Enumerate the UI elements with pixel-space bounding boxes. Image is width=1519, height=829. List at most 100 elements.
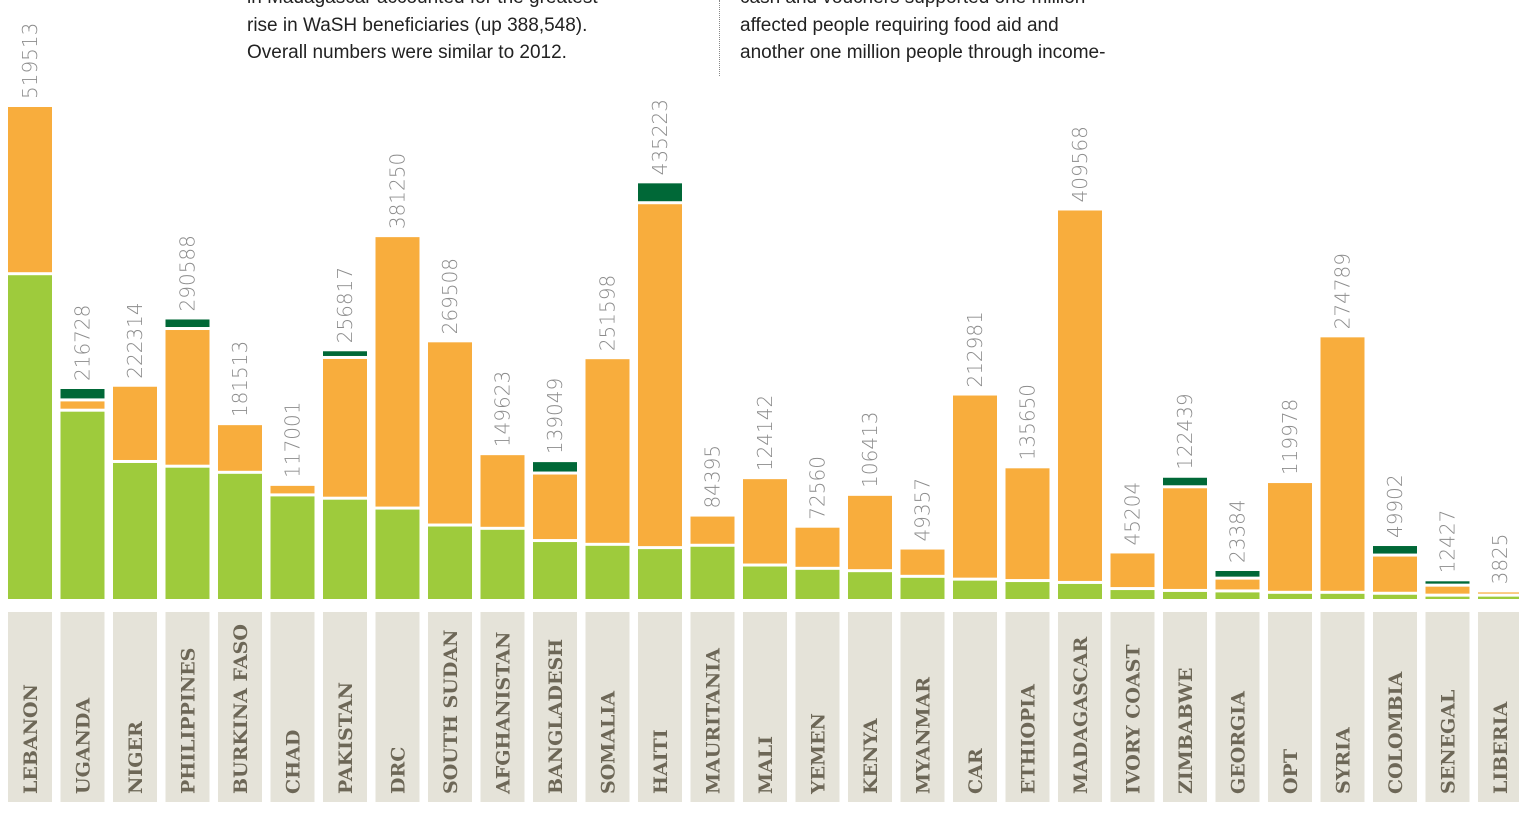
category-label: CHAD (283, 730, 305, 794)
category-label: MALI (755, 736, 777, 794)
category-label: CAR (965, 748, 987, 794)
category-label: ZIMBABWE (1175, 668, 1197, 794)
bar-value-label: 274789 (1331, 253, 1355, 329)
left-text-line: Overall numbers were similar to 2012. (247, 42, 567, 63)
bar-segment-orange (1058, 210, 1102, 581)
bar-value-label: 409568 (1068, 126, 1092, 202)
bar-segment-green (900, 577, 945, 599)
bar-segment-green (8, 275, 52, 599)
category-label: NIGER (125, 721, 147, 794)
bar-segment-green (1058, 583, 1102, 599)
bar-segment-green (428, 526, 472, 599)
bar-segment-green (1215, 592, 1260, 599)
bar-segment-darkgreen (60, 389, 105, 399)
bar-value-label: 216728 (71, 305, 95, 381)
category-label-bg (1478, 612, 1519, 802)
column-divider (719, 0, 720, 76)
bar-segment-darkgreen (1215, 570, 1260, 577)
bar-value-label: 251598 (596, 275, 620, 351)
category-label: PAKISTAN (335, 682, 357, 794)
bar-segment-green (1373, 594, 1417, 599)
right-text-line: another one million people through incom… (740, 42, 1106, 63)
right-text-line: cash and vouchers supported one million (740, 0, 1260, 12)
bar-value-label: 3825 (1488, 533, 1512, 584)
bar-segment-darkgreen (1373, 546, 1417, 554)
category-label-bg (1320, 612, 1365, 802)
bar-segment-orange (585, 359, 630, 543)
bar-value-label: 222314 (123, 302, 147, 378)
category-label-bg (533, 612, 577, 802)
bar-segment-orange (428, 342, 472, 524)
bar-segment-orange (1215, 579, 1260, 590)
category-label: BANGLADESH (545, 639, 567, 794)
bar-segment-darkgreen (165, 319, 210, 328)
category-label-bg (113, 612, 157, 802)
category-label: ETHIOPIA (1018, 684, 1040, 794)
bar-segment-orange (1110, 553, 1155, 588)
bar-segment-green (638, 549, 682, 599)
bar-segment-orange (1163, 488, 1207, 589)
category-label: KENYA (860, 718, 882, 794)
bar-segment-darkgreen (533, 462, 577, 472)
category-label: YEMEN (808, 713, 830, 795)
bar-value-label: 119978 (1278, 399, 1302, 475)
bar-value-label: 381250 (386, 153, 410, 229)
category-label-bg (743, 612, 787, 802)
category-label: OPT (1280, 749, 1302, 794)
bar-segment-orange (1478, 592, 1519, 594)
category-label: MADAGASCAR (1070, 636, 1092, 794)
bar-value-label: 45204 (1121, 482, 1145, 546)
bar-segment-orange (8, 107, 52, 273)
category-label: SYRIA (1333, 727, 1355, 794)
bar-segment-green (1163, 591, 1207, 599)
category-label: GEORGIA (1228, 691, 1250, 794)
category-label-bg (1005, 612, 1050, 802)
category-label-bg (848, 612, 892, 802)
bar-segment-orange (60, 401, 105, 409)
bar-segment-green (165, 467, 210, 599)
category-label: SOUTH SUDAN (440, 630, 462, 794)
bar-segment-green (1110, 590, 1155, 599)
bar-segment-orange (1373, 556, 1417, 592)
bar-segment-green (113, 462, 157, 599)
bar-value-label: 290588 (176, 235, 200, 311)
category-label-bg (480, 612, 525, 802)
category-label-bg (1373, 612, 1417, 802)
bar-value-label: 139049 (543, 378, 567, 454)
bar-segment-green (270, 496, 315, 599)
bar-segment-orange (270, 485, 315, 494)
bar-segment-green (323, 499, 367, 599)
category-label-bg (270, 612, 315, 802)
category-label-bg (900, 612, 945, 802)
bar-segment-green (1268, 593, 1312, 599)
category-label-bg (585, 612, 630, 802)
category-label: HAITI (650, 729, 672, 794)
bar-value-label: 12427 (1436, 510, 1460, 574)
bar-segment-darkgreen (1163, 477, 1207, 486)
category-label-bg (690, 612, 735, 802)
bar-value-label: 122439 (1173, 393, 1197, 469)
bar-segment-orange (1425, 586, 1470, 594)
bar-value-label: 106413 (858, 411, 882, 487)
bar-segment-orange (165, 330, 210, 465)
category-label: LEBANON (20, 684, 42, 794)
bar-segment-orange (1005, 468, 1050, 580)
bar-value-label: 256817 (333, 267, 357, 343)
category-label-bg (323, 612, 367, 802)
bar-segment-green (60, 411, 105, 599)
bar-value-label: 23384 (1226, 499, 1250, 563)
right-text-line: affected people requiring food aid and (740, 14, 1059, 36)
bar-segment-orange (218, 425, 262, 471)
bar-value-label: 212981 (963, 311, 987, 387)
category-label: BURKINA FASO (230, 624, 252, 794)
bar-segment-green (585, 545, 630, 599)
category-label-bg (1058, 612, 1102, 802)
category-label: MAURITANIA (703, 648, 725, 794)
bar-segment-darkgreen (1425, 581, 1470, 584)
category-label-bg (218, 612, 262, 802)
bar-segment-orange (1268, 483, 1312, 591)
category-label-bg (795, 612, 840, 802)
bar-segment-orange (953, 395, 997, 578)
category-label: AFGHANISTAN (493, 632, 515, 795)
